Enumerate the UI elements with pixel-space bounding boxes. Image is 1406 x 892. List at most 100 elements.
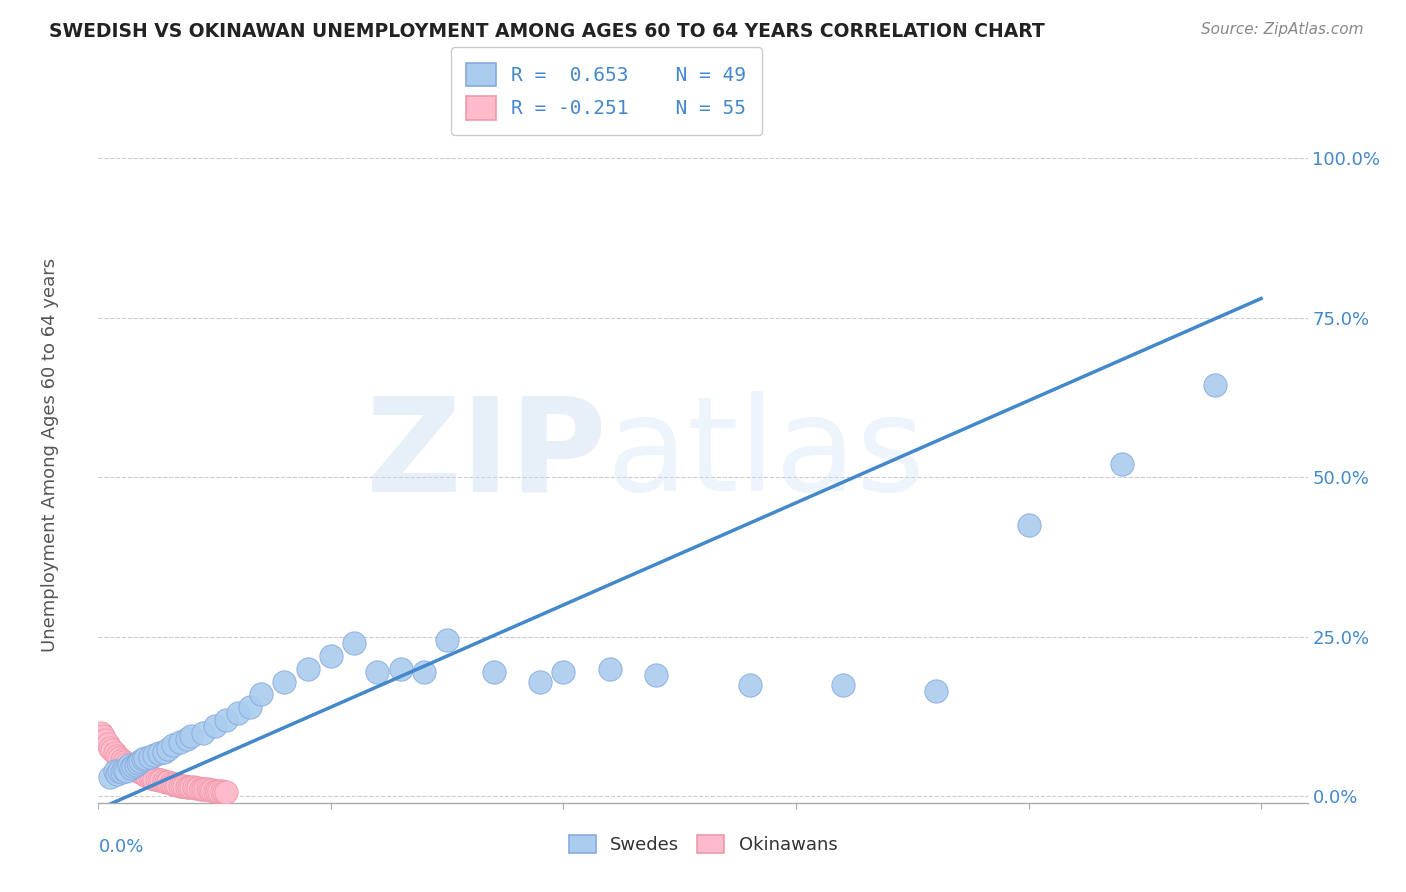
Point: [122, 761, 145, 775]
Point: [187, 781, 209, 796]
Point: [131, 766, 153, 780]
Point: [194, 782, 217, 797]
Point: [413, 665, 436, 679]
Point: [184, 781, 207, 796]
Point: [204, 783, 226, 797]
Point: [101, 743, 124, 757]
Point: [169, 779, 191, 793]
Point: [599, 662, 621, 676]
Point: [108, 751, 131, 765]
Point: [127, 764, 149, 778]
Point: [215, 785, 238, 799]
Point: [131, 752, 153, 766]
Text: atlas: atlas: [606, 392, 925, 518]
Text: Source: ZipAtlas.com: Source: ZipAtlas.com: [1201, 22, 1364, 37]
Point: [145, 772, 167, 787]
Point: [143, 772, 166, 786]
Point: [190, 781, 212, 796]
Point: [191, 781, 214, 796]
Point: [1111, 458, 1133, 472]
Point: [118, 758, 141, 772]
Point: [111, 765, 134, 780]
Point: [111, 753, 134, 767]
Point: [112, 763, 135, 777]
Point: [180, 780, 202, 795]
Text: Unemployment Among Ages 60 to 64 years: Unemployment Among Ages 60 to 64 years: [41, 258, 59, 652]
Point: [366, 665, 388, 679]
Point: [118, 757, 141, 772]
Point: [211, 784, 233, 798]
Point: [208, 784, 231, 798]
Point: [173, 779, 195, 793]
Point: [105, 767, 128, 781]
Point: [176, 731, 198, 746]
Point: [1204, 377, 1226, 392]
Point: [104, 764, 127, 778]
Point: [136, 769, 159, 783]
Point: [124, 757, 146, 772]
Point: [155, 774, 177, 789]
Point: [129, 765, 152, 780]
Point: [141, 771, 163, 785]
Point: [183, 780, 205, 795]
Point: [104, 746, 127, 760]
Point: [108, 764, 131, 778]
Point: [191, 725, 214, 739]
Point: [138, 770, 160, 784]
Text: SWEDISH VS OKINAWAN UNEMPLOYMENT AMONG AGES 60 TO 64 YEARS CORRELATION CHART: SWEDISH VS OKINAWAN UNEMPLOYMENT AMONG A…: [49, 22, 1045, 41]
Point: [343, 636, 366, 650]
Point: [273, 674, 295, 689]
Point: [112, 755, 135, 769]
Text: 0.0%: 0.0%: [98, 838, 143, 855]
Point: [120, 760, 142, 774]
Point: [124, 763, 146, 777]
Point: [127, 756, 149, 771]
Point: [239, 700, 262, 714]
Point: [198, 783, 221, 797]
Point: [134, 751, 156, 765]
Point: [389, 662, 412, 676]
Point: [204, 719, 226, 733]
Point: [150, 773, 173, 788]
Point: [157, 775, 180, 789]
Point: [180, 729, 202, 743]
Point: [169, 735, 191, 749]
Point: [482, 665, 505, 679]
Point: [1018, 518, 1040, 533]
Point: [159, 776, 181, 790]
Point: [157, 741, 180, 756]
Point: [179, 780, 201, 794]
Point: [165, 777, 187, 791]
Point: [319, 648, 342, 663]
Point: [172, 779, 194, 793]
Point: [162, 739, 184, 753]
Point: [205, 783, 228, 797]
Point: [529, 674, 551, 689]
Point: [553, 665, 575, 679]
Point: [143, 747, 166, 762]
Legend: Swedes, Okinawans: Swedes, Okinawans: [560, 826, 846, 863]
Point: [738, 678, 761, 692]
Point: [115, 756, 138, 771]
Point: [148, 746, 170, 760]
Point: [162, 777, 184, 791]
Point: [201, 783, 224, 797]
Point: [152, 745, 174, 759]
Point: [98, 770, 121, 784]
Point: [105, 748, 128, 763]
Point: [645, 668, 668, 682]
Point: [197, 782, 219, 797]
Point: [97, 737, 120, 751]
Point: [215, 713, 238, 727]
Point: [138, 749, 160, 764]
Point: [212, 785, 235, 799]
Point: [122, 758, 145, 772]
Point: [134, 768, 156, 782]
Text: ZIP: ZIP: [364, 392, 606, 518]
Point: [98, 740, 121, 755]
Point: [152, 774, 174, 789]
Point: [129, 754, 152, 768]
Point: [120, 761, 142, 775]
Point: [924, 684, 946, 698]
Point: [436, 633, 458, 648]
